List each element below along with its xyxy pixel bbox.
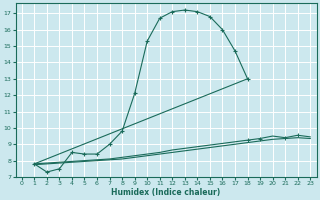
X-axis label: Humidex (Indice chaleur): Humidex (Indice chaleur) <box>111 188 221 197</box>
